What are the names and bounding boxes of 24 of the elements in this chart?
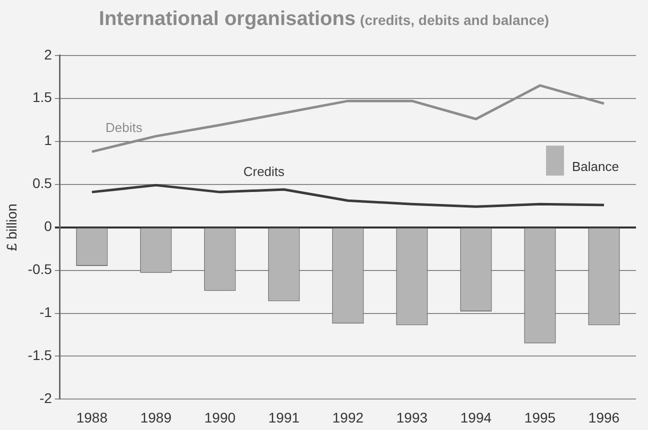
series-label: Credits <box>243 164 286 179</box>
x-tick-label: 1995 <box>524 409 556 426</box>
x-tick-label: 1994 <box>460 409 492 426</box>
x-tick-label: 1991 <box>268 409 300 426</box>
chart-title: International organisations <box>98 8 356 30</box>
x-tick-label: 1989 <box>140 409 172 426</box>
y-tick-label: 1 <box>44 132 52 148</box>
y-tick-label: -0.5 <box>28 261 52 278</box>
y-tick-label: 0.5 <box>32 175 52 192</box>
y-tick-label: 2 <box>44 46 52 62</box>
y-tick-label: -1 <box>39 304 52 320</box>
x-tick-label: 1990 <box>204 409 236 426</box>
series-label: Debits <box>106 120 143 135</box>
x-tick-label: 1996 <box>588 409 620 426</box>
chart-subtitle: (credits, debits and balance) <box>360 12 550 28</box>
y-tick-label: -1.5 <box>28 347 52 364</box>
y-tick-label: 0 <box>44 218 52 234</box>
x-tick-label: 1988 <box>76 409 108 426</box>
x-tick-label: 1993 <box>396 409 428 426</box>
y-axis-title: £ billion <box>3 204 20 252</box>
y-tick-label: -2 <box>39 390 52 406</box>
x-tick-label: 1992 <box>332 409 364 426</box>
y-tick-label: 1.5 <box>32 89 52 106</box>
legend-label: Balance <box>572 159 619 174</box>
